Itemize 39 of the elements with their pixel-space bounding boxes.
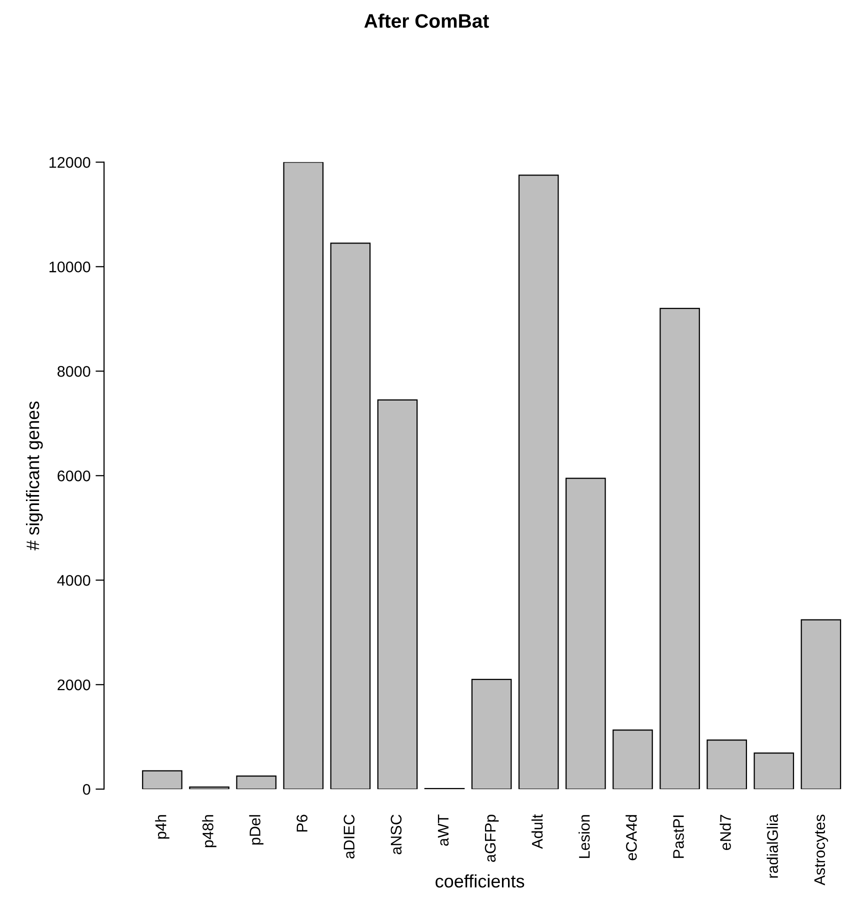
y-axis-title: # significant genes	[26, 402, 43, 550]
bar	[142, 770, 182, 790]
bar	[236, 776, 276, 790]
y-tick-label: 8000	[58, 366, 90, 377]
y-tick-label: 2000	[58, 680, 90, 690]
bar	[612, 730, 653, 790]
x-tick-label: PastPI	[673, 816, 684, 858]
bar	[800, 619, 842, 790]
x-tick-label: aWT	[438, 814, 449, 846]
x-tick-label: p48h	[202, 815, 216, 848]
chart-title: After ComBat	[364, 14, 489, 28]
bar	[518, 174, 559, 790]
x-tick-label: Astrocytes	[814, 814, 828, 886]
bar	[330, 242, 371, 790]
x-tick-label: aDIEC	[344, 814, 355, 858]
y-tick-label: 12000	[50, 157, 90, 168]
bar	[471, 678, 512, 790]
x-tick-label: p4h	[155, 815, 170, 839]
x-tick-label: Adult	[532, 814, 543, 849]
bar	[377, 399, 418, 790]
x-tick-label: Lesion	[578, 815, 590, 858]
bar	[660, 308, 700, 790]
y-tick-label: 6000	[58, 470, 90, 482]
x-tick-label: radialGlia	[766, 814, 778, 878]
y-tick-label: 4000	[57, 575, 90, 586]
bar	[566, 478, 606, 790]
bar	[706, 739, 747, 790]
y-tick-label: 10000	[50, 262, 90, 272]
x-tick-label: P6	[296, 814, 308, 832]
y-tick-label: 0	[82, 784, 90, 795]
x-tick-label: aGFPp	[484, 814, 499, 862]
bar	[754, 752, 794, 790]
x-tick-label: aNSC	[390, 814, 402, 854]
x-tick-label: pDel	[249, 815, 264, 845]
bar	[283, 162, 324, 790]
x-axis-title: coefficients	[436, 874, 524, 888]
x-tick-label: eCA4d	[626, 815, 637, 860]
x-tick-label: eNd7	[720, 814, 731, 850]
bar	[189, 786, 230, 790]
